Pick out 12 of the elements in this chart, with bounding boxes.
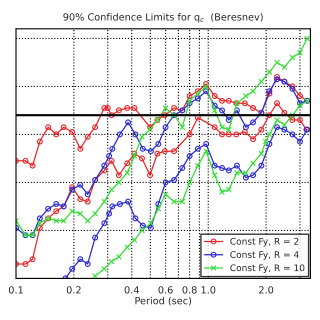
x-axis-title: Period (sec): [135, 296, 192, 306]
x-tick-label: 0.8: [182, 286, 197, 294]
legend-label: Const Fy, R = 10: [230, 264, 304, 273]
x-tick-label: 0.6: [158, 286, 173, 294]
legend-label: Const Fy, R = 2: [230, 238, 298, 246]
x-tick-label: 0.4: [124, 286, 139, 294]
x-tick-label: 0.1: [8, 286, 23, 294]
x-tick-label: 1.0: [202, 286, 216, 294]
x-tick-label: 2.0: [259, 286, 274, 294]
chart-title: 90% Confidence Limits for q$_{c}$ (Beresnev): [63, 13, 263, 22]
legend-label: Const Fy, R = 4: [230, 251, 299, 260]
x-tick-label: 0.2: [66, 286, 81, 294]
